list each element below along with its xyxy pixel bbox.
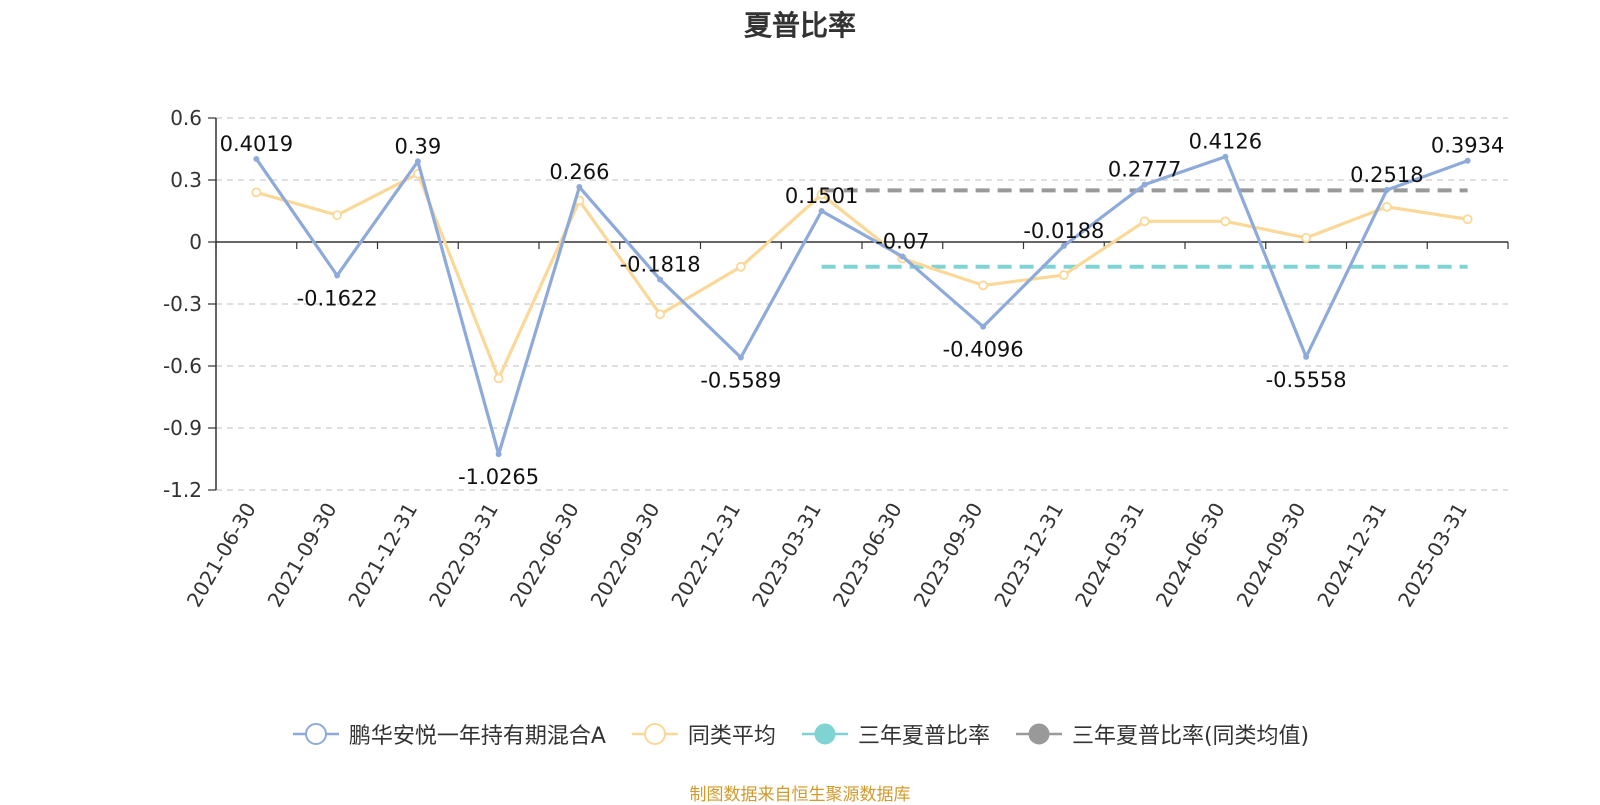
reference-lines <box>821 188 1468 269</box>
data-label: 0.2777 <box>1108 158 1181 182</box>
data-point <box>1381 201 1392 212</box>
data-label: 0.3934 <box>1431 134 1504 158</box>
data-label: -0.1622 <box>297 287 378 311</box>
data-label: 0.4019 <box>220 132 293 156</box>
data-point <box>495 451 502 458</box>
series-layer <box>251 153 1473 458</box>
data-point <box>1303 353 1310 360</box>
legend-swatch-icon <box>631 723 678 745</box>
x-tick-label: 2022-06-30 <box>505 499 584 612</box>
legend: 鹏华安悦一年持有期混合A 同类平均 三年夏普比率 三年夏普比率(同类均值) <box>0 718 1600 750</box>
data-label: -0.5589 <box>700 369 781 393</box>
data-point <box>1222 153 1229 160</box>
legend-item[interactable]: 三年夏普比率 <box>800 718 990 750</box>
x-tick-label: 2022-09-30 <box>586 499 665 612</box>
data-point <box>816 189 827 200</box>
y-tick-label: 0 <box>189 230 202 254</box>
data-point <box>1464 157 1471 164</box>
source-note: 制图数据来自恒生聚源数据库 <box>689 785 911 805</box>
data-point <box>1301 232 1312 243</box>
chart-title: 夏普比率 <box>743 9 856 42</box>
series-line <box>255 172 1468 380</box>
legend-item[interactable]: 鹏华安悦一年持有期混合A <box>291 718 606 750</box>
data-labels: 0.4019 -0.1622 0.39 -1.0265 0.266 -0.1818 -0.5… <box>220 130 1505 489</box>
y-tick-label: -1.2 <box>163 478 202 502</box>
data-label: 0.39 <box>394 134 441 158</box>
x-tick-label: 2024-09-30 <box>1232 499 1311 612</box>
x-tick-label: 2023-03-31 <box>747 499 826 612</box>
data-point <box>253 155 260 162</box>
legend-label: 三年夏普比率(同类均值) <box>1071 724 1310 749</box>
data-point <box>334 272 341 279</box>
data-point <box>1058 270 1069 280</box>
legend-label: 鹏华安悦一年持有期混合A <box>348 724 606 749</box>
y-tick-label: -0.9 <box>163 416 202 440</box>
x-tick-label: 2022-03-31 <box>424 499 503 612</box>
data-point <box>493 373 504 384</box>
x-tick-label: 2021-12-31 <box>343 499 422 612</box>
x-tick-label: 2024-03-31 <box>1070 499 1149 612</box>
x-tick-label: 2024-12-31 <box>1312 499 1391 612</box>
data-point <box>1462 214 1473 225</box>
legend-swatch-icon <box>1015 723 1062 745</box>
legend-item[interactable]: 三年夏普比率(同类均值) <box>1014 718 1309 750</box>
data-point <box>1141 181 1148 188</box>
data-point <box>1220 216 1231 227</box>
data-point <box>737 354 744 361</box>
y-tick-label: -0.6 <box>163 354 202 378</box>
data-point <box>332 210 343 221</box>
legend-item[interactable]: 同类平均 <box>630 718 776 750</box>
data-point <box>980 323 987 330</box>
x-tick-label: 2021-09-30 <box>263 499 342 612</box>
legend-swatch-icon <box>292 723 339 745</box>
data-point <box>251 187 262 198</box>
data-point <box>576 184 583 191</box>
y-tick-label: -0.3 <box>163 292 202 316</box>
data-point <box>1139 216 1150 227</box>
x-tick-label: 2023-09-30 <box>909 499 988 612</box>
series-line <box>255 155 1469 456</box>
data-point <box>735 261 746 272</box>
data-label: -0.4096 <box>943 338 1024 362</box>
x-tick-label: 2024-06-30 <box>1151 499 1230 612</box>
data-point <box>655 309 666 320</box>
data-label: -0.5558 <box>1266 368 1347 392</box>
data-label: 0.2518 <box>1350 163 1423 187</box>
data-label: -0.0188 <box>1023 219 1104 243</box>
y-tick-label: 0.3 <box>170 168 202 192</box>
data-label: 0.4126 <box>1189 130 1262 154</box>
data-label: 0.266 <box>549 160 609 184</box>
legend-swatch-icon <box>801 723 848 745</box>
x-tick-label: 2022-12-31 <box>666 499 745 612</box>
data-point <box>899 253 906 260</box>
data-point <box>978 280 989 291</box>
legend-label: 三年夏普比率 <box>857 724 990 749</box>
data-point <box>657 276 664 283</box>
data-point <box>1383 186 1390 193</box>
data-point <box>1060 242 1067 249</box>
x-tick-label: 2023-06-30 <box>828 499 907 612</box>
data-point <box>818 207 825 214</box>
data-label: -1.0265 <box>458 465 539 489</box>
data-label: 0.1501 <box>785 184 858 208</box>
y-tick-label: 0.6 <box>170 106 202 130</box>
data-label: -0.07 <box>875 229 929 253</box>
x-tick-label: 2023-12-31 <box>989 499 1068 612</box>
legend-label: 同类平均 <box>687 724 776 749</box>
x-tick-label: 2025-03-31 <box>1393 499 1472 612</box>
data-label: -0.1818 <box>620 253 701 277</box>
x-tick-label: 2021-06-30 <box>182 499 261 612</box>
data-point <box>414 158 421 165</box>
